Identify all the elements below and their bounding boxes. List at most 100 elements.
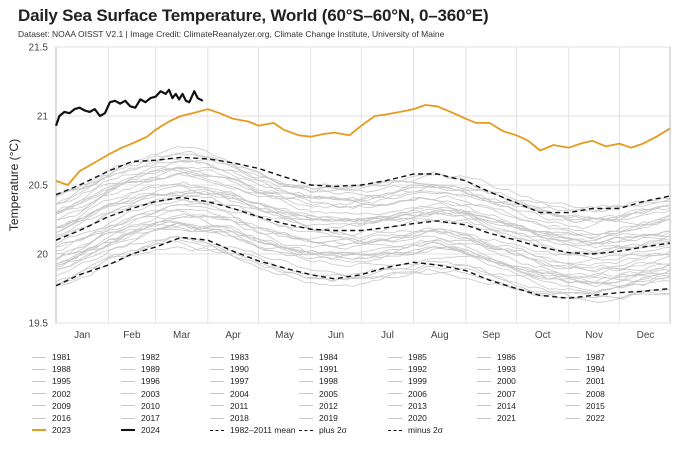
legend-item[interactable]: 1986 — [477, 352, 516, 362]
legend-swatch — [388, 405, 402, 407]
legend-item[interactable]: 2000 — [477, 376, 516, 386]
legend-item[interactable]: 1987 — [566, 352, 605, 362]
legend-item[interactable]: 2006 — [388, 389, 427, 399]
legend-item[interactable]: 2020 — [388, 413, 427, 423]
legend-item[interactable]: 1997 — [210, 376, 249, 386]
legend-item[interactable]: 2014 — [477, 401, 516, 411]
legend-item[interactable]: 2002 — [32, 389, 71, 399]
series-line-2024 — [54, 88, 204, 127]
legend-label: 2001 — [586, 376, 605, 387]
legend-swatch — [388, 393, 402, 395]
legend-item[interactable]: 2018 — [210, 413, 249, 423]
legend-item[interactable]: 1994 — [566, 364, 605, 374]
legend-swatch — [477, 368, 491, 370]
legend-item[interactable]: 2001 — [566, 376, 605, 386]
legend-item[interactable]: 2012 — [299, 401, 338, 411]
year-line — [55, 204, 671, 271]
year-line — [55, 172, 671, 236]
series-line-minus-2- — [55, 236, 671, 299]
legend-swatch — [388, 356, 402, 358]
legend-item[interactable]: 1982 — [121, 352, 160, 362]
legend-label: 1989 — [141, 364, 160, 375]
legend-item[interactable]: 1992 — [388, 364, 427, 374]
legend-label: 2018 — [230, 413, 249, 423]
sst-line-chart: 19.5 20 20.5 21 21.5 Jan Feb Mar Apr May Jun Jul Aug… — [7, 43, 671, 341]
legend-label: 2003 — [141, 388, 160, 399]
y-tick-label: 19.5 — [29, 319, 49, 330]
legend-item[interactable]: 2015 — [566, 401, 605, 411]
legend-item[interactable]: minus 2σ — [388, 425, 443, 435]
y-tick-label: 21.5 — [29, 43, 49, 54]
legend-label: 1986 — [497, 352, 516, 362]
legend-swatch — [121, 368, 135, 370]
year-line — [55, 193, 671, 249]
legend-swatch — [210, 380, 224, 382]
legend-swatch — [299, 380, 313, 382]
legend-item[interactable]: 2003 — [121, 389, 160, 399]
legend-item[interactable]: 2021 — [477, 413, 516, 423]
legend-label: plus 2σ — [319, 425, 347, 436]
legend-item[interactable]: plus 2σ — [299, 425, 347, 435]
x-tick-label: Jan — [74, 330, 90, 341]
legend-item[interactable]: 1983 — [210, 352, 249, 362]
legend-item[interactable]: 2008 — [566, 389, 605, 399]
x-tick-label: Aug — [431, 330, 449, 341]
chart-title: Daily Sea Surface Temperature, World (60… — [18, 6, 489, 25]
legend-label: 2000 — [497, 376, 516, 387]
legend-label: 2011 — [230, 400, 249, 411]
x-tick-label: Apr — [225, 330, 241, 341]
legend-label: 2002 — [52, 388, 71, 399]
legend-label: 2021 — [497, 413, 516, 423]
legend-item[interactable]: 2010 — [121, 401, 160, 411]
legend-swatch — [388, 429, 402, 431]
legend-label: 1987 — [586, 352, 605, 362]
legend-item[interactable]: 1982–2011 mean — [210, 425, 296, 435]
legend-item[interactable]: 2024 — [121, 425, 160, 435]
legend-item[interactable]: 1989 — [121, 364, 160, 374]
legend-label: 1982 — [141, 352, 160, 362]
year-line — [55, 183, 671, 245]
legend-swatch — [477, 380, 491, 382]
legend-item[interactable]: 2009 — [32, 401, 71, 411]
legend-label: 1985 — [408, 352, 427, 362]
year-line — [55, 185, 671, 245]
legend-item[interactable]: 2019 — [299, 413, 338, 423]
legend-item[interactable]: 2007 — [477, 389, 516, 399]
legend-item[interactable]: 1998 — [299, 376, 338, 386]
legend-item[interactable]: 1981 — [32, 352, 71, 362]
legend-item[interactable]: 1985 — [388, 352, 427, 362]
legend-label: 1984 — [319, 352, 338, 362]
legend-label: 1993 — [497, 364, 516, 375]
legend-item[interactable]: 1999 — [388, 376, 427, 386]
year-line — [55, 222, 671, 293]
legend-label: 1994 — [586, 364, 605, 375]
legend-swatch — [566, 393, 580, 395]
legend-swatch — [299, 405, 313, 407]
legend-label: minus 2σ — [408, 425, 444, 436]
legend-item[interactable]: 2023 — [32, 425, 71, 435]
legend-swatch — [388, 380, 402, 382]
legend-item[interactable]: 1990 — [210, 364, 249, 374]
legend-item[interactable]: 2005 — [299, 389, 338, 399]
legend-item[interactable]: 2022 — [566, 413, 605, 423]
legend-label: 1998 — [319, 376, 338, 387]
legend-item[interactable]: 1993 — [477, 364, 516, 374]
legend-item[interactable]: 1984 — [299, 352, 338, 362]
legend-item[interactable]: 2017 — [121, 413, 160, 423]
legend-item[interactable]: 2013 — [388, 401, 427, 411]
legend-item[interactable]: 2016 — [32, 413, 71, 423]
legend-item[interactable]: 2004 — [210, 389, 249, 399]
legend-swatch — [299, 368, 313, 370]
legend-item[interactable]: 1996 — [121, 376, 160, 386]
legend-item[interactable]: 2011 — [210, 401, 248, 411]
legend-swatch — [32, 405, 46, 407]
series-line-2023 — [55, 104, 671, 186]
legend-swatch — [210, 393, 224, 395]
legend-item[interactable]: 1991 — [299, 364, 338, 374]
legend-label: 1999 — [408, 376, 427, 387]
legend-swatch — [121, 405, 135, 407]
legend-item[interactable]: 1995 — [32, 376, 71, 386]
legend-swatch — [121, 417, 135, 419]
year-line — [55, 214, 671, 270]
legend-item[interactable]: 1988 — [32, 364, 71, 374]
